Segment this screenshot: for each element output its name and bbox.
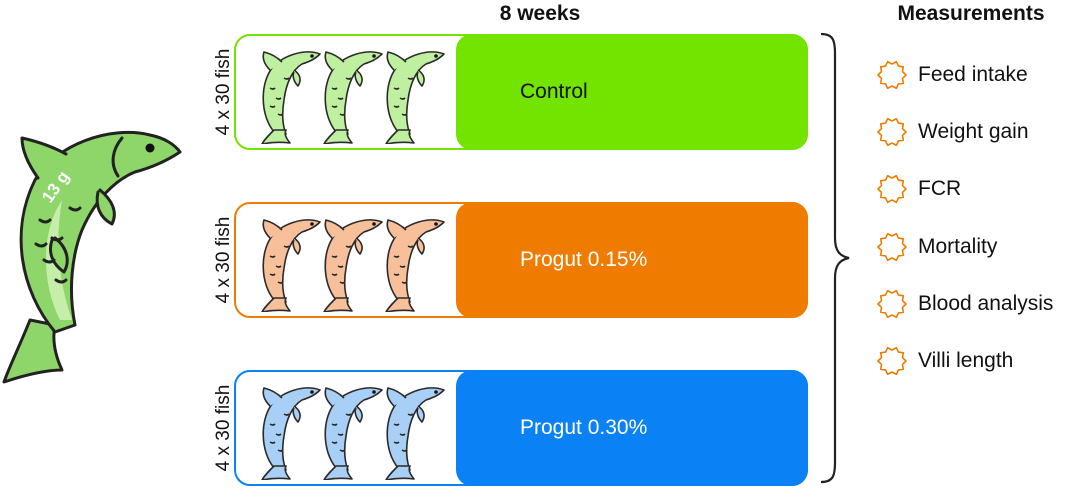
measurement-label: Weight gain: [918, 119, 1029, 143]
gear-outline-icon: [877, 117, 907, 147]
measurements-title: Measurements: [897, 2, 1045, 25]
group-progut-015-box: Progut 0.15%: [234, 202, 808, 318]
fish-icon: [261, 387, 445, 481]
measurement-label: Blood analysis: [918, 291, 1054, 315]
fish-icons-control: [256, 44, 456, 145]
measurement-label: FCR: [918, 177, 962, 201]
big-fish-illustration: 13 g: [2, 130, 182, 384]
gear-outline-icon: [877, 289, 907, 318]
measurement-item: Feed intake: [876, 46, 1053, 103]
measurement-item: FCR: [876, 161, 1053, 218]
group-control-box: Control: [234, 34, 808, 150]
group-count-label: 4 x 30 fish: [213, 48, 234, 136]
group-label: Control: [520, 80, 588, 103]
gear-outline-icon: [877, 60, 907, 89]
gear-outline-icon: [877, 347, 907, 376]
fish-icons-progut-030: [256, 380, 456, 481]
curly-brace: [820, 32, 850, 484]
group-fill: Progut 0.15%: [456, 202, 808, 318]
measurement-item: Weight gain: [876, 103, 1053, 160]
group-progut-030-box: Progut 0.30%: [234, 370, 808, 486]
measurement-label: Feed intake: [918, 62, 1028, 86]
fish-icon: [261, 219, 445, 313]
measurements-list: Feed intake Weight gain FCR Mortality Bl…: [876, 46, 1053, 390]
measurement-label: Mortality: [918, 234, 998, 258]
measurement-item: Mortality: [876, 218, 1053, 275]
measurement-label: Villi length: [918, 349, 1014, 373]
group-label: Progut 0.15%: [520, 248, 648, 271]
gear-outline-icon: [877, 232, 907, 261]
measurement-item: Blood analysis: [876, 275, 1053, 332]
group-count-label: 4 x 30 fish: [213, 216, 234, 304]
duration-label: 8 weeks: [499, 2, 581, 25]
group-label: Progut 0.30%: [520, 416, 648, 439]
group-fill: Control: [456, 34, 808, 150]
group-count-label: 4 x 30 fish: [213, 384, 234, 472]
fish-icons-progut-015: [256, 212, 456, 313]
measurement-item: Villi length: [876, 332, 1053, 389]
group-fill: Progut 0.30%: [456, 370, 808, 486]
gear-outline-icon: [877, 175, 907, 204]
fish-icon: [261, 51, 445, 145]
